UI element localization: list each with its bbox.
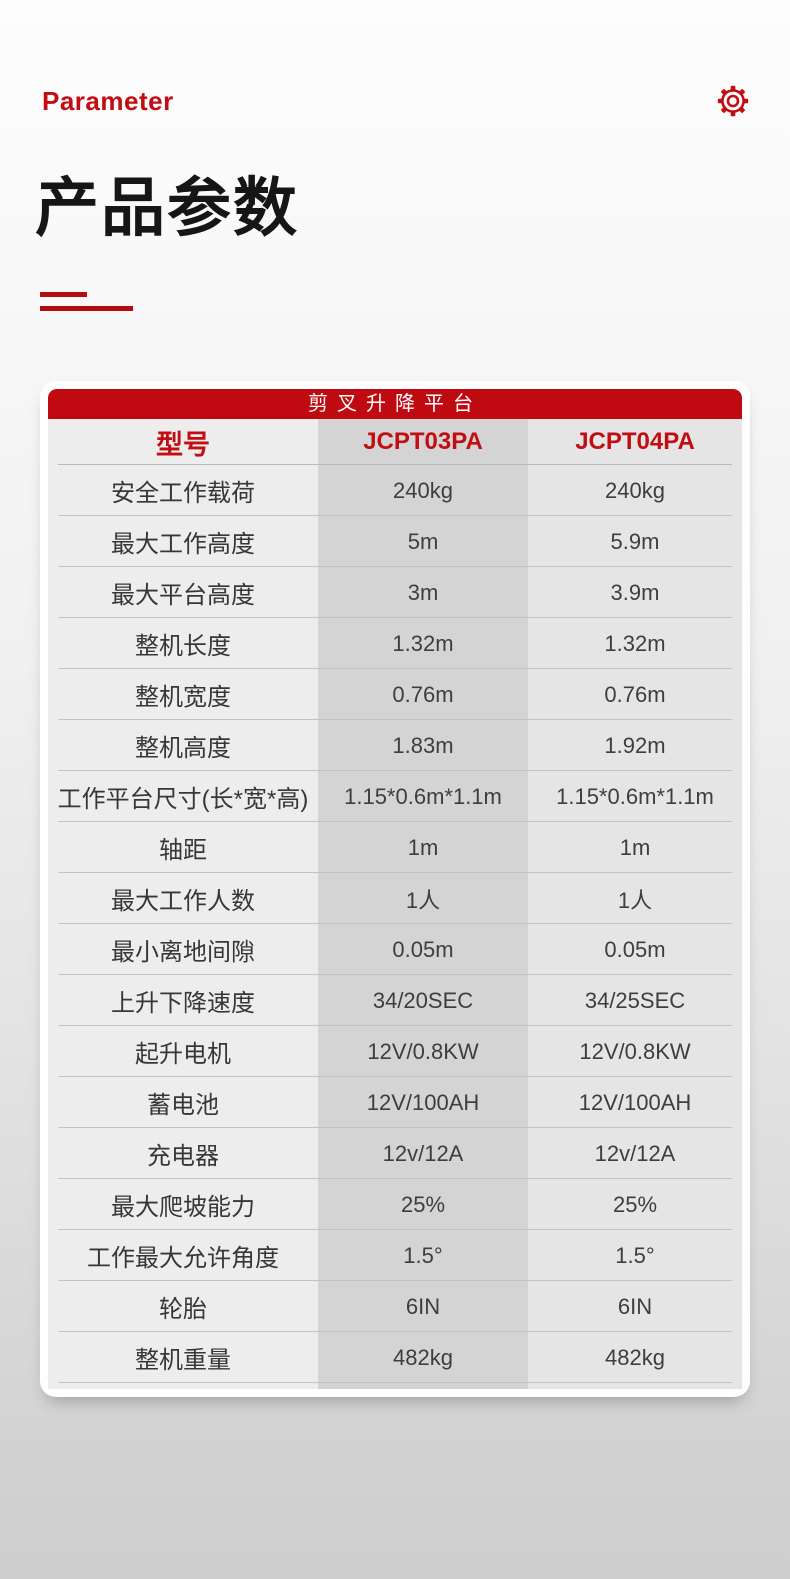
- model-name-jcpt04pa: JCPT04PA: [575, 428, 695, 455]
- table-row: 上升下降速度 34/20SEC 34/25SEC: [48, 975, 742, 1026]
- param-label: 轴距: [159, 837, 207, 864]
- param-value-jcpt03pa: 1人: [405, 887, 441, 913]
- table-title: 剪叉升降平台: [48, 389, 742, 419]
- param-value-jcpt03pa: 1.5°: [403, 1242, 443, 1268]
- table-body: 型号 JCPT03PA JCPT04PA 安全工作载荷 240kg 240kg …: [48, 419, 742, 1389]
- param-value-jcpt04pa: 1人: [617, 887, 653, 913]
- table-row: 轮胎 6IN 6IN: [48, 1281, 742, 1332]
- param-value-jcpt03pa: 25%: [400, 1191, 446, 1217]
- param-value-jcpt04pa: 12V/0.8KW: [579, 1038, 691, 1064]
- param-label: 整机长度: [135, 633, 231, 660]
- table-row: 最大平台高度 3m 3.9m: [48, 567, 742, 618]
- param-label: 最小离地间隙: [111, 939, 255, 966]
- spec-table-card: 剪叉升降平台 型号 JCPT03PA JCPT04PA 安全工作载荷 240kg…: [40, 381, 750, 1397]
- param-value-jcpt04pa: 240kg: [605, 477, 665, 503]
- param-label: 工作最大允许角度: [87, 1245, 279, 1272]
- param-label: 上升下降速度: [111, 990, 255, 1017]
- param-label: 轮胎: [159, 1296, 207, 1323]
- table-rows: 安全工作载荷 240kg 240kg 最大工作高度 5m 5.9m 最大平台高度…: [48, 465, 742, 1383]
- param-label: 最大工作高度: [111, 531, 255, 558]
- param-value-jcpt03pa: 1m: [407, 834, 439, 860]
- param-label: 最大爬坡能力: [111, 1194, 255, 1221]
- table-row: 最小离地间隙 0.05m 0.05m: [48, 924, 742, 975]
- table-row: 最大爬坡能力 25% 25%: [48, 1179, 742, 1230]
- param-label: 整机重量: [135, 1347, 231, 1374]
- table-row: 工作平台尺寸(长*宽*高) 1.15*0.6m*1.1m 1.15*0.6m*1…: [48, 771, 742, 822]
- table-row: 安全工作载荷 240kg 240kg: [48, 465, 742, 516]
- param-value-jcpt03pa: 12v/12A: [382, 1140, 464, 1166]
- param-value-jcpt03pa: 0.76m: [392, 681, 454, 707]
- param-label: 最大平台高度: [111, 582, 255, 609]
- param-label: 安全工作载荷: [111, 480, 255, 507]
- table-row: 工作最大允许角度 1.5° 1.5°: [48, 1230, 742, 1281]
- param-label: 最大工作人数: [111, 888, 255, 915]
- column-stripe-jcpt04pa: [528, 419, 742, 1389]
- param-label: 工作平台尺寸(长*宽*高): [57, 786, 309, 813]
- table-row: 整机重量 482kg 482kg: [48, 1332, 742, 1383]
- param-value-jcpt04pa: 5.9m: [610, 528, 660, 554]
- section-eyebrow: Parameter: [42, 86, 174, 116]
- param-value-jcpt04pa: 0.76m: [604, 681, 666, 707]
- param-value-jcpt04pa: 25%: [612, 1191, 658, 1217]
- title-underline-short: [40, 292, 87, 297]
- param-value-jcpt03pa: 1.15*0.6m*1.1m: [344, 783, 502, 809]
- param-value-jcpt04pa: 482kg: [605, 1344, 665, 1370]
- param-label: 蓄电池: [147, 1092, 219, 1119]
- table-row: 最大工作高度 5m 5.9m: [48, 516, 742, 567]
- param-value-jcpt04pa: 3.9m: [610, 579, 660, 605]
- param-value-jcpt03pa: 1.32m: [392, 630, 454, 656]
- param-value-jcpt03pa: 12V/100AH: [366, 1089, 480, 1115]
- table-row: 整机宽度 0.76m 0.76m: [48, 669, 742, 720]
- param-value-jcpt03pa: 3m: [407, 579, 439, 605]
- param-label: 整机高度: [135, 735, 231, 762]
- title-underline-long: [40, 306, 133, 311]
- param-label: 起升电机: [135, 1041, 231, 1068]
- model-header-row: 型号 JCPT03PA JCPT04PA: [48, 419, 742, 465]
- table-row: 轴距 1m 1m: [48, 822, 742, 873]
- table-row: 最大工作人数 1人 1人: [48, 873, 742, 924]
- param-label: 整机宽度: [135, 684, 231, 711]
- column-stripe-jcpt03pa: [318, 419, 528, 1389]
- gear-icon: [717, 85, 749, 117]
- param-value-jcpt04pa: 1.92m: [604, 732, 666, 758]
- param-value-jcpt04pa: 34/25SEC: [584, 987, 686, 1013]
- model-column-label: 型号: [156, 429, 210, 460]
- column-stripe-labels: [48, 419, 318, 1389]
- param-value-jcpt03pa: 5m: [407, 528, 439, 554]
- model-name-jcpt03pa: JCPT03PA: [363, 428, 483, 455]
- param-value-jcpt03pa: 34/20SEC: [372, 987, 474, 1013]
- page-title: 产品参数: [35, 172, 299, 244]
- param-value-jcpt04pa: 1.32m: [604, 630, 666, 656]
- param-value-jcpt03pa: 12V/0.8KW: [367, 1038, 479, 1064]
- param-value-jcpt03pa: 1.83m: [392, 732, 454, 758]
- param-value-jcpt04pa: 12v/12A: [594, 1140, 676, 1166]
- param-value-jcpt03pa: 240kg: [393, 477, 453, 503]
- table-row: 整机长度 1.32m 1.32m: [48, 618, 742, 669]
- table-row: 充电器 12v/12A 12v/12A: [48, 1128, 742, 1179]
- param-value-jcpt04pa: 1.15*0.6m*1.1m: [556, 783, 714, 809]
- param-value-jcpt04pa: 6IN: [617, 1293, 653, 1319]
- param-value-jcpt04pa: 1m: [619, 834, 651, 860]
- param-value-jcpt04pa: 0.05m: [604, 936, 666, 962]
- table-row: 起升电机 12V/0.8KW 12V/0.8KW: [48, 1026, 742, 1077]
- table-row: 整机高度 1.83m 1.92m: [48, 720, 742, 771]
- param-value-jcpt03pa: 6IN: [405, 1293, 441, 1319]
- param-label: 充电器: [147, 1143, 219, 1170]
- param-value-jcpt03pa: 482kg: [393, 1344, 453, 1370]
- param-value-jcpt04pa: 1.5°: [615, 1242, 655, 1268]
- param-value-jcpt03pa: 0.05m: [392, 936, 454, 962]
- table-row: 蓄电池 12V/100AH 12V/100AH: [48, 1077, 742, 1128]
- param-value-jcpt04pa: 12V/100AH: [578, 1089, 692, 1115]
